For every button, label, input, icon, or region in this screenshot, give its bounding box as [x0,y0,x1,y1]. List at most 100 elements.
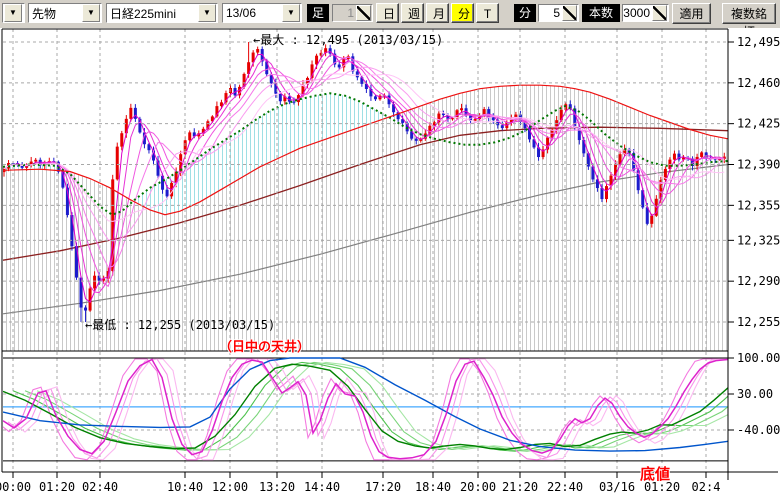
candle-body [532,139,536,148]
minute-stepper[interactable]: 5 [538,4,579,22]
candle-body [659,179,663,199]
candle-body [428,125,432,134]
candle-body [537,147,541,158]
bar-interval-value: 1 [347,6,354,20]
price-axis-label: 12,460 [737,76,780,90]
candle-body [496,120,500,126]
period-tick-button[interactable]: T [476,3,499,23]
candle-body [618,154,622,165]
candle-body [527,128,531,140]
candle-body [645,207,649,224]
candle-body [97,275,101,281]
multi-symbol-button[interactable]: 複数銘柄 [722,3,776,39]
price-axis-label: 12,495 [737,35,780,49]
candle-body [151,150,155,161]
candle-body [84,307,88,311]
price-axis-label: 12,355 [737,198,780,212]
candle-body [623,149,627,155]
candle-body [355,71,359,78]
period-week-button[interactable]: 週 [401,3,424,23]
candle-body [546,137,550,150]
candle-body [188,132,192,141]
candle-body [88,288,92,311]
candle-body [265,61,269,75]
chevron-down-icon[interactable]: ▼ [198,4,216,22]
cloud-below-red-ma [3,85,728,351]
ma-ribbon-line [3,73,725,222]
category-select[interactable]: 先物 ▼ [28,3,102,23]
candle-body [70,215,74,247]
candle-body [401,119,405,123]
mid-ma-green-dotted-line [3,92,728,216]
candle-body [478,115,482,120]
candle-body [79,277,83,308]
candle-body [138,118,142,133]
candle-body [473,119,477,121]
category-value: 先物 [32,6,57,21]
candle-body [315,55,319,65]
candle-body [333,53,337,65]
candle-body [641,190,645,208]
candle-body [133,107,137,119]
spinner-icon[interactable] [652,5,667,21]
candle-body [691,158,695,166]
candle-body [604,186,608,200]
candle-body [446,115,450,119]
chevron-down-icon[interactable]: ▼ [4,4,22,22]
candle-body [310,64,314,78]
candle-body [541,149,545,158]
long-ma-maroon-line [3,126,728,261]
candle-body [247,62,251,74]
time-axis-label: 01:20 [39,480,75,494]
history-dropdown[interactable]: ▼ [2,3,25,23]
candle-body [301,84,305,96]
time-axis-label: 18:40 [415,480,451,494]
contract-month-select[interactable]: 13/06 ▼ [222,3,302,23]
bar-interval-stepper[interactable]: 1 [332,4,373,22]
period-month-button[interactable]: 月 [426,3,449,23]
time-axis-label: 22:40 [547,480,583,494]
period-minute-button[interactable]: 分 [451,3,474,23]
candle-body [111,179,115,272]
price-axis-label: 12,325 [737,233,780,247]
candle-body [591,166,595,180]
bottom-value-annotation: 底値 [640,465,671,483]
candle-body [414,138,418,141]
candle-body [663,168,667,180]
spinner-icon[interactable] [356,5,371,21]
candle-body [156,160,160,176]
price-chart-svg[interactable]: 12,495 12,460 12,425 12,390 12,355 12,325 12,2… [0,28,780,500]
candle-body [523,122,527,129]
ma-ribbon-line [3,51,725,303]
chevron-down-icon[interactable]: ▼ [282,4,300,22]
candle-body [328,48,332,54]
ma-ribbon-line [3,66,725,242]
candle-body [482,109,486,116]
bar-type-label: 足 [307,4,329,22]
candle-body [700,152,704,157]
candle-body [441,113,445,116]
candle-body [206,121,210,129]
candle-body [34,159,38,162]
time-axis-label: 13:20 [259,480,295,494]
spinner-icon[interactable] [562,5,577,21]
candle-body [120,133,124,147]
candle-body [215,106,219,117]
candle-body [224,93,228,103]
candle-body [93,275,97,289]
bar-count-stepper[interactable]: 3000 [622,4,669,22]
chart-area[interactable]: 12,495 12,460 12,425 12,390 12,355 12,325 12,2… [0,28,780,500]
ma-ribbon-line [3,56,725,288]
symbol-select[interactable]: 日経225mini ▼ [106,3,218,23]
candle-body [174,171,178,184]
rci-light-magenta-line [13,358,728,461]
candle-body [129,107,133,119]
candle-body [142,132,146,145]
chevron-down-icon[interactable]: ▼ [82,4,100,22]
apply-button[interactable]: 適用 [672,3,711,24]
oscillator-pane[interactable] [0,357,762,462]
candle-body [165,189,169,197]
candle-body [360,77,364,84]
period-day-button[interactable]: 日 [376,3,399,23]
candle-body [25,165,29,168]
